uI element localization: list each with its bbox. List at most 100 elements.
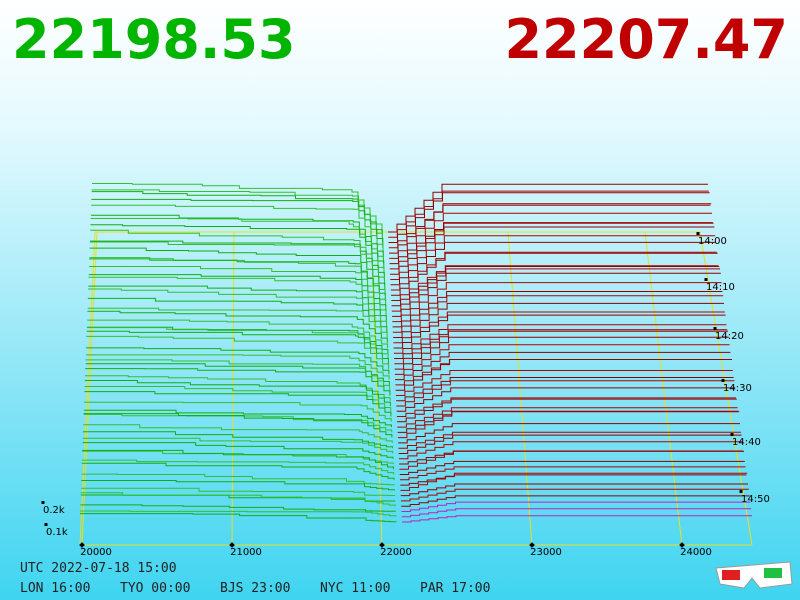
bid-depth-line <box>90 218 384 264</box>
ask-depth-line <box>397 398 737 423</box>
ask-depth-line <box>392 295 724 333</box>
bid-depth-line <box>89 241 385 285</box>
ask-depth-line <box>397 411 740 439</box>
bid-price: 22198.53 <box>12 8 296 71</box>
bid-depth-line <box>90 229 385 275</box>
bid-depth-line <box>92 183 383 232</box>
bid-depth-line <box>81 462 395 480</box>
ask-depth-line <box>388 192 710 243</box>
ask-depth-line <box>396 377 734 402</box>
time-tick-label: 14:10 <box>706 282 735 293</box>
tick-marker <box>696 232 700 235</box>
tick-marker <box>229 542 235 548</box>
bid-depth-line <box>82 442 394 459</box>
bid-depth-line <box>84 386 392 412</box>
time-tick-label: 14:40 <box>732 437 761 448</box>
ask-depth-line <box>393 311 725 344</box>
ask-depth-line <box>398 434 742 454</box>
ask-depth-line <box>396 387 736 412</box>
price-tick-label: 21000 <box>230 547 262 558</box>
tick-marker <box>41 501 45 504</box>
city-clock: LON 16:00 <box>20 581 90 596</box>
bid-depth-line <box>84 380 391 406</box>
ask-depth-line <box>394 344 730 375</box>
bid-depth-line <box>88 288 388 327</box>
bid-depth-line <box>87 307 388 338</box>
ask-depth-line <box>394 329 728 359</box>
ask-depth-line <box>389 203 712 254</box>
price-tick-label: 23000 <box>530 547 562 558</box>
bid-depth-line <box>85 375 391 401</box>
ask-depth-line <box>397 407 738 428</box>
ask-depth-line <box>388 190 709 238</box>
ask-depth-line <box>391 266 720 307</box>
bid-depth-line <box>86 347 390 375</box>
ask-depth-line <box>401 501 751 512</box>
price-grid-line <box>644 231 683 546</box>
bid-depth-line <box>89 258 386 301</box>
price-grid-line <box>507 231 533 546</box>
bid-depth-line <box>91 189 383 243</box>
bid-depth-line <box>90 224 385 269</box>
bid-depth-line <box>91 191 383 238</box>
ask-depth-line <box>398 441 743 460</box>
bid-depth-line <box>83 431 393 449</box>
utc-time: UTC 2022-07-18 15:00 <box>20 561 177 576</box>
ask-depth-line <box>393 324 727 354</box>
price-tick-label: 20000 <box>80 547 112 558</box>
bid-depth-line <box>84 391 392 417</box>
ask-depth-line <box>392 272 721 317</box>
ask-depth-line <box>399 466 746 481</box>
ask-depth-line <box>388 183 708 233</box>
time-tick-label: 14:20 <box>715 331 744 342</box>
ask-depth-line <box>401 508 752 518</box>
bid-depth-line <box>88 285 387 322</box>
ask-depth-line <box>391 265 719 301</box>
ask-depth-line <box>395 351 731 381</box>
ask-depth-line <box>393 314 726 349</box>
tick-marker <box>739 490 743 493</box>
depth-tick-label: 0.1k <box>46 527 68 538</box>
ask-depth-line <box>399 450 744 470</box>
bid-depth-line <box>87 297 388 333</box>
ask-price: 22207.47 <box>504 8 788 71</box>
ask-depth-line <box>395 359 732 386</box>
bid-depth-line <box>85 359 391 391</box>
ask-depth-line <box>390 241 716 286</box>
ask-depth-line <box>400 472 748 491</box>
ask-depth-line <box>391 252 718 296</box>
tick-marker <box>679 542 685 548</box>
tick-marker <box>44 523 48 526</box>
ask-depth-line <box>399 460 745 475</box>
tick-marker <box>704 278 708 281</box>
ask-depth-line <box>395 359 732 391</box>
ask-depth-line <box>396 380 735 407</box>
ask-depth-line <box>397 410 739 433</box>
bid-depth-line <box>81 487 396 496</box>
bid-depth-line <box>83 413 393 438</box>
ask-depth-line <box>390 226 715 275</box>
bid-depth-line <box>88 276 387 317</box>
bid-depth-line <box>87 319 389 348</box>
ask-depth-line <box>389 222 714 270</box>
ask-depth-line <box>390 251 717 291</box>
time-tick-label: 14:50 <box>741 494 770 505</box>
ask-depth-line <box>398 423 740 444</box>
bid-depth-line <box>87 310 388 343</box>
bid-depth-line <box>83 424 393 443</box>
tick-marker <box>379 542 385 548</box>
labels: 20000 21000 22000 23000 24000 0.2k 0.1k 14:00 14… <box>41 232 770 558</box>
city-clock: NYC 11:00 <box>320 581 390 596</box>
city-clock: BJS 23:00 <box>220 581 290 596</box>
depth-tick-label: 0.2k <box>43 505 65 516</box>
ask-depth-line <box>389 212 712 259</box>
ask-depth-line <box>400 483 748 497</box>
bid-depth-line <box>80 513 397 523</box>
lens-red <box>722 570 740 580</box>
ask-depth-line <box>389 222 713 265</box>
bid-depth-line <box>80 492 396 507</box>
tick-marker <box>721 379 725 382</box>
bid-depth-line <box>80 510 397 517</box>
ask-depth-line <box>399 450 744 465</box>
